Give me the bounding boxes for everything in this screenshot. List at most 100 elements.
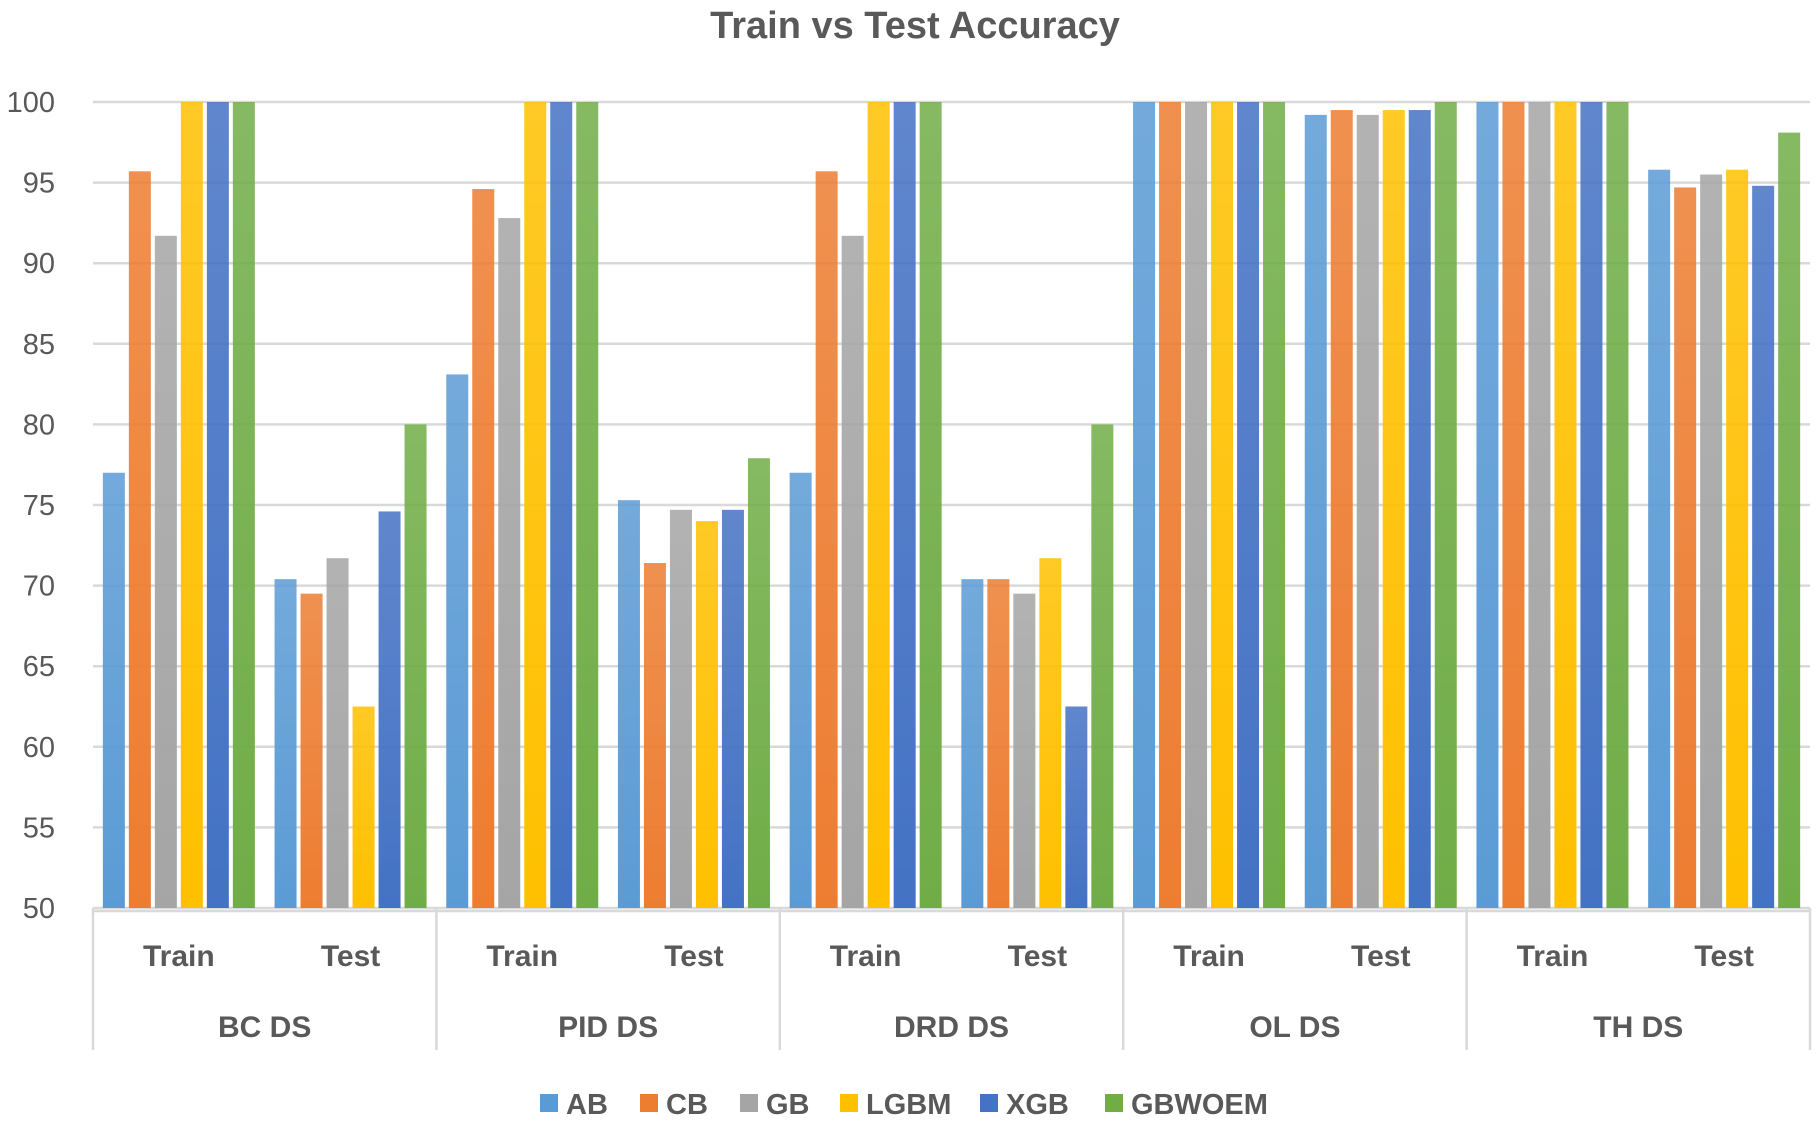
bar-lgbm — [1726, 169, 1749, 909]
legend-swatch-xgb — [980, 1094, 998, 1112]
bar-gb — [669, 509, 692, 908]
bar-lgbm — [1039, 558, 1062, 908]
bar-xgb — [378, 511, 401, 908]
y-tick-label: 55 — [23, 812, 55, 844]
bar-gb — [1356, 114, 1379, 908]
group-label: DRD DS — [894, 1011, 1009, 1044]
group-label: TH DS — [1593, 1011, 1683, 1044]
legend-swatch-lgbm — [840, 1094, 858, 1112]
bar-xgb — [721, 509, 744, 908]
bar-xgb — [1580, 102, 1603, 908]
bar-cb — [1674, 187, 1697, 908]
subcategory-label: Train — [1517, 940, 1589, 973]
bars — [102, 102, 1801, 909]
subcategory-label: Train — [1173, 940, 1245, 973]
bar-cb — [815, 171, 838, 909]
bar-xgb — [1237, 102, 1260, 908]
bar-ab — [789, 472, 812, 908]
legend-swatch-gbwoem — [1105, 1094, 1123, 1112]
bar-gbwoem — [1778, 132, 1801, 909]
bar-gb — [1013, 593, 1036, 908]
y-axis-ticks: 50 55 60 65 70 75 80 85 90 95 100 — [7, 87, 55, 925]
subcategory-label: Train — [830, 940, 902, 973]
bar-gb — [1700, 174, 1723, 909]
bar-gbwoem — [1091, 424, 1114, 908]
bar-gbwoem — [1434, 102, 1457, 908]
bar-xgb — [206, 102, 229, 908]
bar-cb — [472, 189, 495, 909]
bar-lgbm — [180, 102, 203, 908]
bar-gb — [1185, 102, 1208, 908]
bar-gbwoem — [1263, 102, 1286, 908]
bar-gbwoem — [919, 102, 942, 908]
y-tick-label: 70 — [23, 571, 55, 603]
bar-cb — [300, 593, 323, 908]
bar-xgb — [550, 102, 573, 908]
bar-gbwoem — [576, 102, 599, 908]
bar-ab — [446, 374, 469, 909]
bar-ab — [961, 579, 984, 908]
legend: AB CB GB LGBM XGB GBWOEM — [540, 1089, 1268, 1121]
gridlines — [93, 100, 1810, 910]
bar-xgb — [1752, 185, 1775, 909]
bar-ab — [617, 500, 640, 908]
y-tick-label: 90 — [23, 248, 55, 280]
legend-label: XGB — [1006, 1089, 1069, 1121]
bar-gb — [154, 235, 177, 908]
y-tick-label: 60 — [23, 732, 55, 764]
bar-lgbm — [1382, 110, 1405, 908]
bar-gb — [1528, 102, 1551, 908]
subcategory-label: Train — [143, 940, 215, 973]
legend-label: AB — [566, 1089, 608, 1121]
group-label: PID DS — [558, 1011, 658, 1044]
legend-label: GB — [766, 1089, 810, 1121]
y-tick-label: 50 — [23, 893, 55, 925]
legend-swatch-cb — [640, 1094, 658, 1112]
bar-gbwoem — [1606, 102, 1629, 908]
subcategory-label: Test — [1351, 940, 1410, 973]
x-axis: Train Test BC DS Train Test PID DS Train Test DR… — [91, 908, 1812, 1050]
bar-ab — [1133, 102, 1156, 908]
bar-cb — [1159, 102, 1182, 908]
bar-gbwoem — [747, 458, 770, 908]
bar-ab — [1476, 102, 1499, 908]
y-tick-label: 75 — [23, 490, 55, 522]
group-label: OL DS — [1249, 1011, 1340, 1044]
bar-cb — [643, 563, 666, 908]
bar-gb — [841, 235, 864, 908]
bar-xgb — [893, 102, 916, 908]
group-label: BC DS — [218, 1011, 311, 1044]
bar-lgbm — [1554, 102, 1577, 908]
bar-lgbm — [695, 521, 718, 908]
bar-gbwoem — [404, 424, 427, 908]
bar-ab — [1648, 169, 1671, 909]
bar-lgbm — [524, 102, 547, 908]
y-tick-label: 95 — [23, 168, 55, 200]
subcategory-label: Test — [1694, 940, 1753, 973]
bar-xgb — [1065, 706, 1088, 908]
subcategory-label: Test — [1008, 940, 1067, 973]
bar-cb — [1502, 102, 1525, 908]
legend-label: CB — [666, 1089, 708, 1121]
legend-swatch-ab — [540, 1094, 558, 1112]
bar-gb — [498, 218, 521, 909]
y-tick-label: 65 — [23, 651, 55, 683]
legend-swatch-gb — [740, 1094, 758, 1112]
legend-label: GBWOEM — [1131, 1089, 1268, 1121]
bar-ab — [1304, 114, 1327, 908]
bar-ab — [274, 579, 297, 908]
bar-cb — [128, 171, 151, 909]
y-tick-label: 100 — [7, 87, 55, 119]
bar-cb — [987, 579, 1010, 908]
subcategory-label: Test — [664, 940, 723, 973]
bar-xgb — [1408, 110, 1431, 908]
bar-lgbm — [867, 102, 890, 908]
bar-lgbm — [352, 706, 375, 908]
bar-gbwoem — [232, 102, 255, 908]
bar-cb — [1330, 110, 1353, 908]
subcategory-label: Train — [486, 940, 558, 973]
bar-ab — [102, 472, 125, 908]
subcategory-label: Test — [321, 940, 380, 973]
y-tick-label: 80 — [23, 409, 55, 441]
